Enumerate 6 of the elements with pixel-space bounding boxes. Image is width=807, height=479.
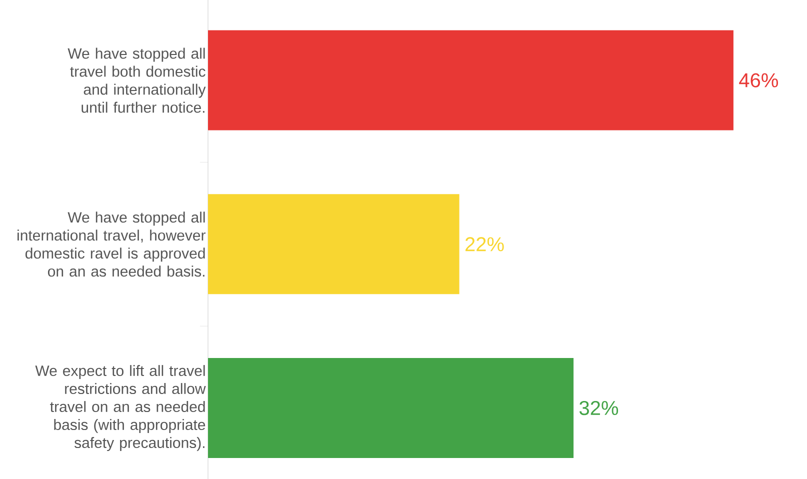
- data-label: 32%: [579, 400, 618, 416]
- y-tick-label: We have stopped all international travel, however domestic ravel is approved on an as needed basis.: [18, 212, 206, 277]
- data-label: 22%: [466, 237, 504, 252]
- y-tick-label: We have stopped all travel both domestic and internationally until further notice.: [68, 48, 206, 113]
- y-tick-label: We expect to lift all travel restrictions and allow travel on an as needed basis (with appropriate safety precautions).: [35, 365, 206, 452]
- data-label: 46%: [739, 73, 778, 88]
